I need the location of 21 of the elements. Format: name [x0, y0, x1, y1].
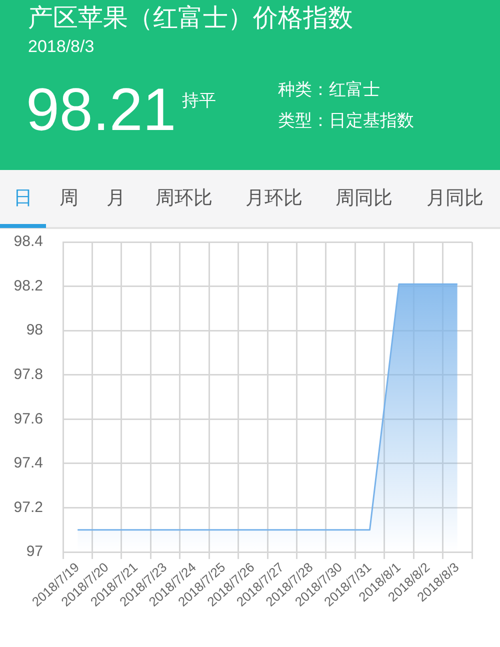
- y-tick-label: 98: [26, 322, 43, 339]
- chart-subtitle: 2018/8/3: [28, 37, 94, 56]
- chart-title: 产区苹果（红富士）价格指数: [28, 3, 353, 32]
- y-tick-label: 97.4: [14, 454, 43, 472]
- text: 日: [14, 187, 32, 209]
- y-tick-label: 97.2: [14, 498, 43, 516]
- y-tick-label: 98.2: [14, 277, 43, 294]
- y-tick-label: 97.8: [14, 366, 43, 383]
- text: 月环比: [246, 187, 302, 209]
- y-tick-label: 98.4: [14, 233, 43, 250]
- text: 周同比: [336, 187, 392, 209]
- text: 周: [60, 187, 78, 209]
- text: 月: [106, 187, 126, 209]
- y-tick-label: 97: [26, 543, 43, 560]
- text: 周环比: [156, 187, 212, 209]
- text: 种类：红富士: [278, 80, 380, 100]
- text: 类型：日定基指数: [278, 111, 414, 131]
- text: 98.21: [26, 76, 176, 143]
- y-tick-label: 97.6: [14, 410, 43, 428]
- text: 持平: [182, 91, 216, 111]
- text: 月同比: [426, 187, 484, 209]
